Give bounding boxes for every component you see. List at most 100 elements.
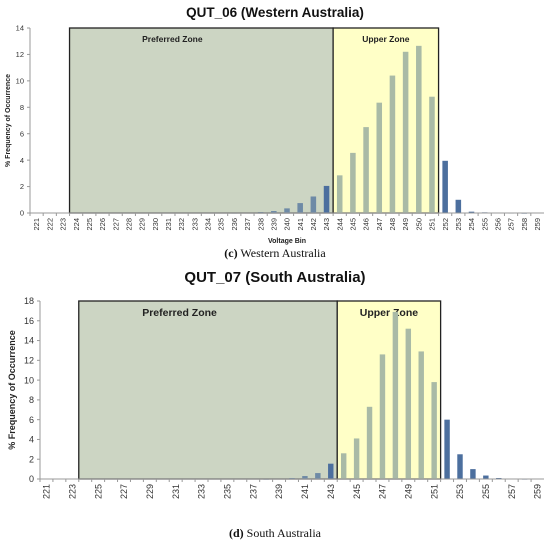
y-tick-label: 0 <box>20 209 24 218</box>
x-tick-label: 255 <box>480 218 489 231</box>
x-tick-label: 231 <box>171 484 181 499</box>
bar-240 <box>284 208 290 213</box>
x-tick-label: 247 <box>378 484 388 499</box>
bar-252 <box>444 419 450 479</box>
caption-letter: (c) <box>224 246 237 260</box>
zone-label: Preferred Zone <box>142 307 217 319</box>
x-tick-label: 233 <box>190 218 199 231</box>
bar-243 <box>328 463 334 479</box>
bar-242 <box>310 196 317 213</box>
x-tick-label: 244 <box>335 218 344 231</box>
zone-label: Preferred Zone <box>142 34 203 44</box>
y-tick-label: 8 <box>20 103 24 112</box>
bar-254 <box>468 211 475 213</box>
bar-248 <box>392 311 399 479</box>
x-tick-label: 257 <box>507 218 516 231</box>
x-tick-label: 256 <box>493 218 502 231</box>
x-tick-label: 259 <box>533 484 543 499</box>
bar-247 <box>379 354 386 479</box>
zone-label: Upper Zone <box>362 34 409 44</box>
x-tick-label: 259 <box>533 218 542 231</box>
x-tick-label: 225 <box>93 484 103 499</box>
x-tick-label: 225 <box>85 218 94 231</box>
y-axis-title: % Frequency of Occurrence <box>5 74 12 167</box>
x-tick-label: 249 <box>403 484 413 499</box>
y-tick-label: 10 <box>16 76 24 85</box>
bar-246 <box>366 406 373 479</box>
bar-253 <box>455 199 462 213</box>
x-tick-label: 221 <box>32 218 41 231</box>
x-tick-label: 235 <box>223 484 233 499</box>
x-tick-label: 240 <box>283 218 292 231</box>
x-axis-title: Voltage Bin <box>268 238 306 245</box>
x-tick-label: 227 <box>111 218 120 231</box>
bar-241 <box>297 203 303 213</box>
x-tick-label: 227 <box>119 484 129 499</box>
y-tick-label: 12 <box>16 50 24 59</box>
x-tick-label: 243 <box>322 218 331 231</box>
y-tick-label: 12 <box>24 355 34 365</box>
x-tick-label: 232 <box>177 218 186 231</box>
chart-caption: (c) Western Australia <box>224 246 326 260</box>
x-tick-label: 229 <box>138 218 147 231</box>
chart-caption: (d) South Australia <box>229 526 322 540</box>
y-tick-label: 4 <box>20 156 24 165</box>
x-tick-label: 251 <box>428 218 437 231</box>
chart-title: QUT_07 (South Australia) <box>184 269 365 286</box>
x-tick-label: 250 <box>414 218 423 231</box>
x-tick-label: 253 <box>454 218 463 231</box>
zone-preferred <box>68 27 334 214</box>
plot-area: Preferred Zone Upper Zone 0 2 4 6 8 10 12 14 16 18 2… <box>7 296 544 499</box>
y-tick-label: 0 <box>29 474 34 484</box>
plot-area: Preferred Zone Upper Zone 0 246 8 10 12 14 221 22… <box>5 24 544 245</box>
bar-242 <box>315 473 321 479</box>
bar-247 <box>376 102 383 213</box>
zone-label: Upper Zone <box>360 307 418 319</box>
x-tick-label: 226 <box>98 218 107 231</box>
x-tick-label: 257 <box>507 484 517 499</box>
caption-text: Western Australia <box>238 246 327 260</box>
x-tick-label: 246 <box>362 218 371 231</box>
zone-upper <box>336 300 442 480</box>
x-tick-label: 233 <box>197 484 207 499</box>
bar-245 <box>353 438 360 479</box>
x-tick-label: 223 <box>67 484 77 499</box>
x-tick-label: 255 <box>481 484 491 499</box>
bar-246 <box>363 127 369 213</box>
y-tick-label: 16 <box>24 316 34 326</box>
zone-upper <box>332 27 440 214</box>
bar-249 <box>405 328 412 479</box>
x-tick-label: 221 <box>42 484 52 499</box>
x-tick-label: 258 <box>520 218 529 231</box>
x-tick-label: 242 <box>309 218 318 231</box>
y-axis-title: % Frequency of Occurrence <box>7 330 17 450</box>
bar-253 <box>457 454 463 479</box>
chart-south-australia: QUT_07 (South Australia) Preferred Zone U… <box>7 269 544 540</box>
x-tick-label: 253 <box>455 484 465 499</box>
x-tick-label: 229 <box>145 484 155 499</box>
x-tick-label: 230 <box>151 218 160 231</box>
x-tick-label: 228 <box>124 218 133 231</box>
y-tick-label: 4 <box>29 435 34 445</box>
bar-255 <box>483 475 489 479</box>
bar-241 <box>302 476 308 479</box>
x-tick-label: 236 <box>230 218 239 231</box>
bar-239 <box>271 211 277 213</box>
x-tick-label: 245 <box>349 218 358 231</box>
bar-244 <box>340 453 347 479</box>
x-tick-label: 254 <box>467 218 476 231</box>
x-tick-label: 238 <box>256 218 265 231</box>
bar-244 <box>336 175 343 213</box>
x-tick-label: 234 <box>204 218 213 231</box>
caption-text: South Australia <box>244 526 322 540</box>
y-tick-label: 14 <box>16 24 24 33</box>
x-tick-label: 237 <box>243 218 252 231</box>
y-tick-label: 6 <box>20 129 24 138</box>
bar-249 <box>402 51 409 214</box>
y-tick-label: 10 <box>24 375 34 385</box>
x-tick-label: 249 <box>401 218 410 231</box>
bar-243 <box>323 185 330 213</box>
y-tick-label: 8 <box>29 395 34 405</box>
zone-preferred <box>78 300 338 480</box>
x-tick-label: 241 <box>296 218 305 231</box>
